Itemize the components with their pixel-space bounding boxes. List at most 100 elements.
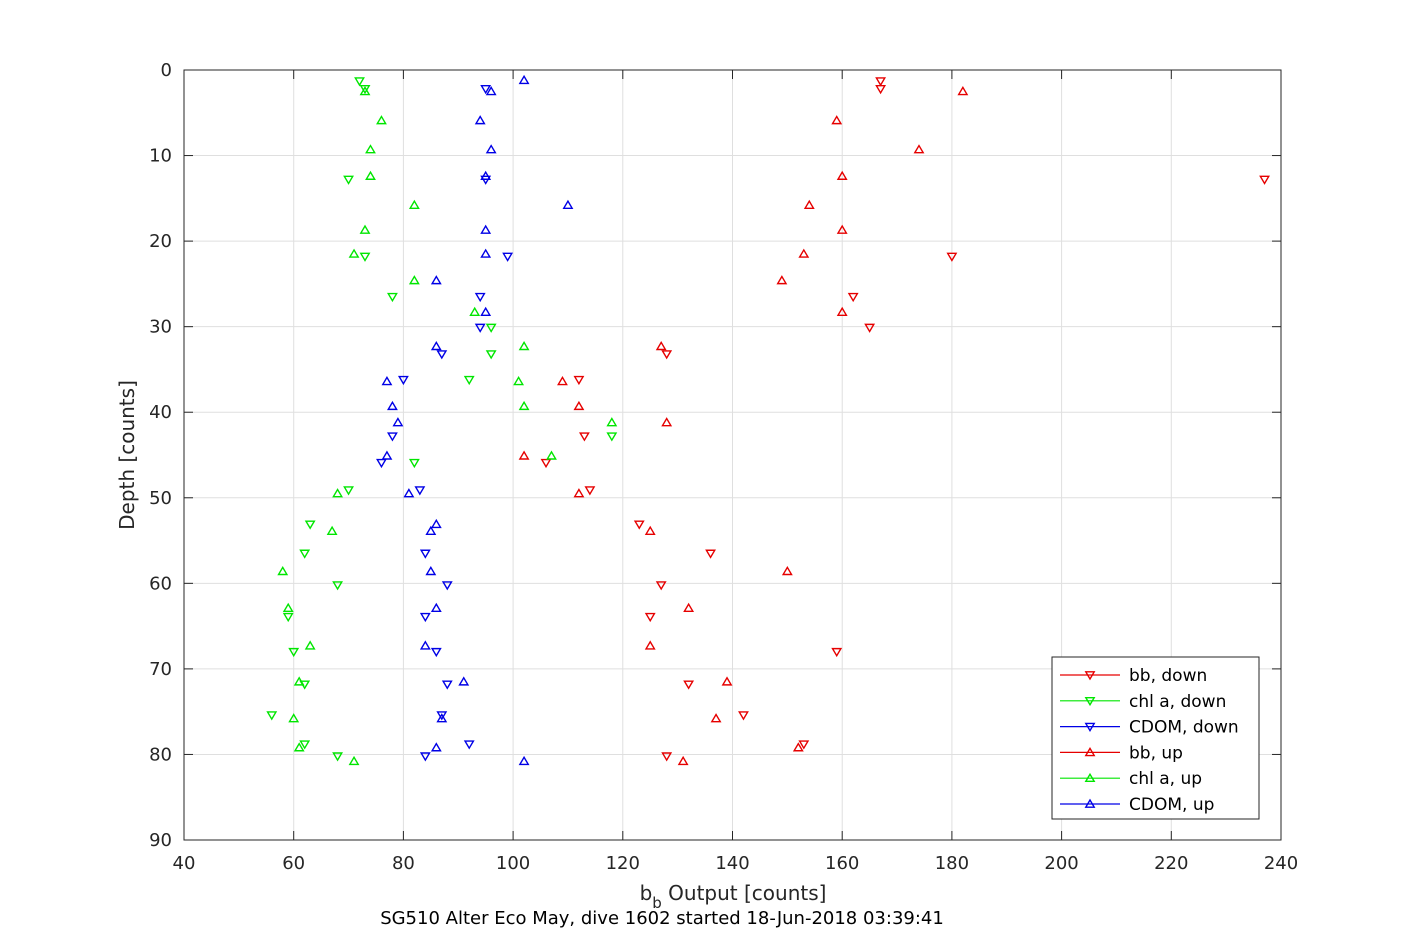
x-tick-label: 180 [935,853,969,874]
legend-label: chl a, up [1129,769,1202,789]
data-point [408,199,420,210]
data-point [365,144,376,154]
legend: bb, down chl a, down CDOM, down bb, up chl a… [1051,656,1260,820]
data-point [518,74,530,85]
data-point [644,640,656,650]
legend-box [1051,656,1260,820]
data-point [831,647,843,658]
x-tick-label: 200 [1044,853,1078,874]
data-point [518,400,530,411]
series-group [277,86,618,766]
data-point [326,525,338,535]
data-point [606,432,618,442]
x-tick-label: 160 [825,853,859,874]
legend-marker [1084,722,1096,732]
x-axis-label-subscript: b [652,894,662,912]
x-axis-label-main: b [640,881,653,905]
data-point [957,86,969,96]
data-point [430,647,442,658]
data-point [584,486,596,496]
data-point [721,676,733,686]
data-point [463,740,475,750]
x-tick-label: 60 [282,853,305,874]
data-point [332,752,344,762]
data-point [562,199,574,210]
data-point [1259,175,1270,185]
data-point [282,612,294,623]
data-point [430,518,442,529]
data-point [381,376,393,386]
y-tick-label: 30 [149,317,172,338]
data-point [436,713,448,723]
y-tick-label: 20 [149,231,172,252]
data-point [414,486,426,496]
data-point [387,400,398,411]
data-point [913,144,925,154]
data-point [469,306,481,316]
data-point [430,602,442,612]
legend-marker [1084,747,1096,757]
series-group [381,74,574,766]
figure-caption: SG510 Alter Eco May, dive 1602 started 1… [380,908,944,929]
data-point [831,115,843,125]
data-point [408,458,420,469]
x-tick-label: 80 [392,853,415,874]
data-point [573,375,585,386]
data-point [304,520,316,530]
x-tick-label: 140 [715,853,749,874]
data-point [485,86,497,96]
data-point [710,713,722,723]
data-point [392,417,404,427]
y-tick-label: 90 [149,830,172,851]
data-point [661,350,673,360]
data-point [573,488,585,498]
data-marks [266,74,1270,766]
data-point [540,458,552,469]
data-point [293,742,305,752]
data-point [485,323,497,333]
data-point [485,144,497,154]
data-point [419,640,431,650]
y-axis-label: Depth [counts] [115,380,139,530]
data-point [633,520,645,530]
data-point [376,458,387,469]
data-point [419,612,431,623]
data-point [661,752,673,762]
data-point [502,252,514,262]
data-point [705,549,716,559]
data-point [578,432,590,442]
data-point [557,376,568,386]
legend-marker [1084,772,1096,783]
legend-marker [1084,798,1096,808]
data-point [458,676,470,686]
y-tick-label: 10 [149,146,172,167]
data-point [282,602,294,612]
data-point [266,711,278,721]
data-point [430,275,442,285]
data-point [441,680,453,690]
data-point [359,86,371,96]
data-point [798,740,810,750]
legend-label: CDOM, up [1129,795,1214,815]
data-point [480,248,492,258]
x-tick-label: 100 [496,853,530,874]
data-point [425,565,437,576]
data-point [480,84,492,95]
data-point [354,77,365,87]
data-point [387,292,398,303]
data-point [683,602,695,612]
data-point [683,680,695,690]
y-tick-label: 0 [161,60,172,81]
data-point [474,323,486,333]
data-point [436,711,448,721]
data-point [348,248,360,258]
data-point [403,488,415,498]
legend-marker [1084,671,1096,681]
data-point [480,224,492,234]
data-point [463,375,475,386]
data-point [546,450,557,460]
data-point [836,224,848,234]
data-point [441,581,453,591]
data-point [864,323,876,333]
